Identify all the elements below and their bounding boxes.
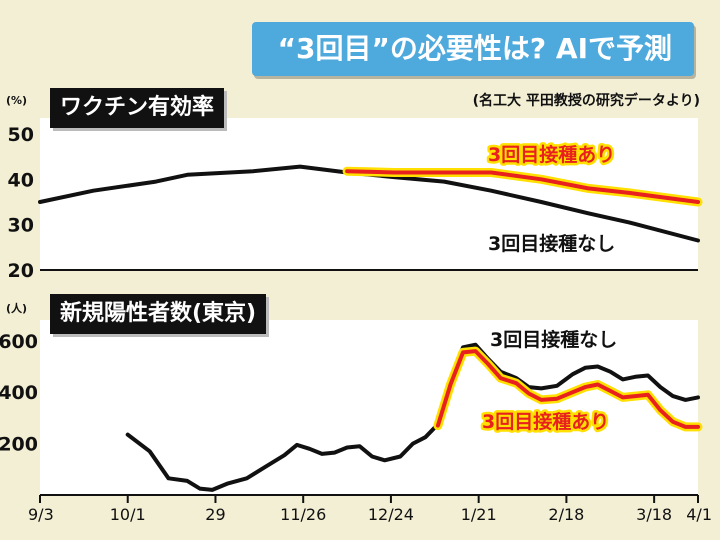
x-tick-label: 11/26 <box>280 505 326 524</box>
cases-without-booster-line <box>125 342 700 492</box>
cases-with-booster-line <box>435 349 700 429</box>
x-tick-label: 3/18 <box>636 505 672 524</box>
cases-y-tick: 400 <box>0 382 38 404</box>
cases-with-booster-label: 3回目接種あり <box>482 411 609 433</box>
efficacy-y-tick: 40 <box>8 169 34 191</box>
x-tick-label: 29 <box>205 505 225 524</box>
cases-y-tick: 600 <box>0 331 38 353</box>
efficacy-with-booster-line <box>345 169 700 204</box>
headline-banner: “3回目”の必要性は? AIで予測 <box>251 22 694 76</box>
efficacy-panel-title: ワクチン有効率 <box>50 88 225 128</box>
x-tick-label: 1/21 <box>461 505 497 524</box>
efficacy-with-booster-label: 3回目接種あり <box>488 144 615 166</box>
x-tick-label: 12/24 <box>368 505 414 524</box>
x-tick-label: 9/3 <box>28 505 54 524</box>
source-note: (名工大 平田教授の研究データより) <box>472 93 700 109</box>
efficacy-unit-label: (%) <box>6 94 28 107</box>
cases-y-tick: 200 <box>0 434 38 456</box>
cases-unit-label: (人) <box>6 302 28 315</box>
efficacy-without-booster-label: 3回目接種なし <box>488 233 615 255</box>
cases-panel-title: 新規陽性者数(東京) <box>50 294 267 334</box>
x-tick-label: 2/18 <box>548 505 584 524</box>
x-tick-label: 4/1 <box>686 505 712 524</box>
efficacy-plot-area <box>40 118 698 270</box>
efficacy-y-tick: 30 <box>8 215 34 237</box>
efficacy-y-tick: 50 <box>8 124 34 146</box>
x-tick-label: 10/1 <box>110 505 146 524</box>
cases-without-booster-label: 3回目接種なし <box>490 329 617 351</box>
efficacy-y-tick: 20 <box>8 260 34 282</box>
cases-plot-area <box>40 320 698 495</box>
